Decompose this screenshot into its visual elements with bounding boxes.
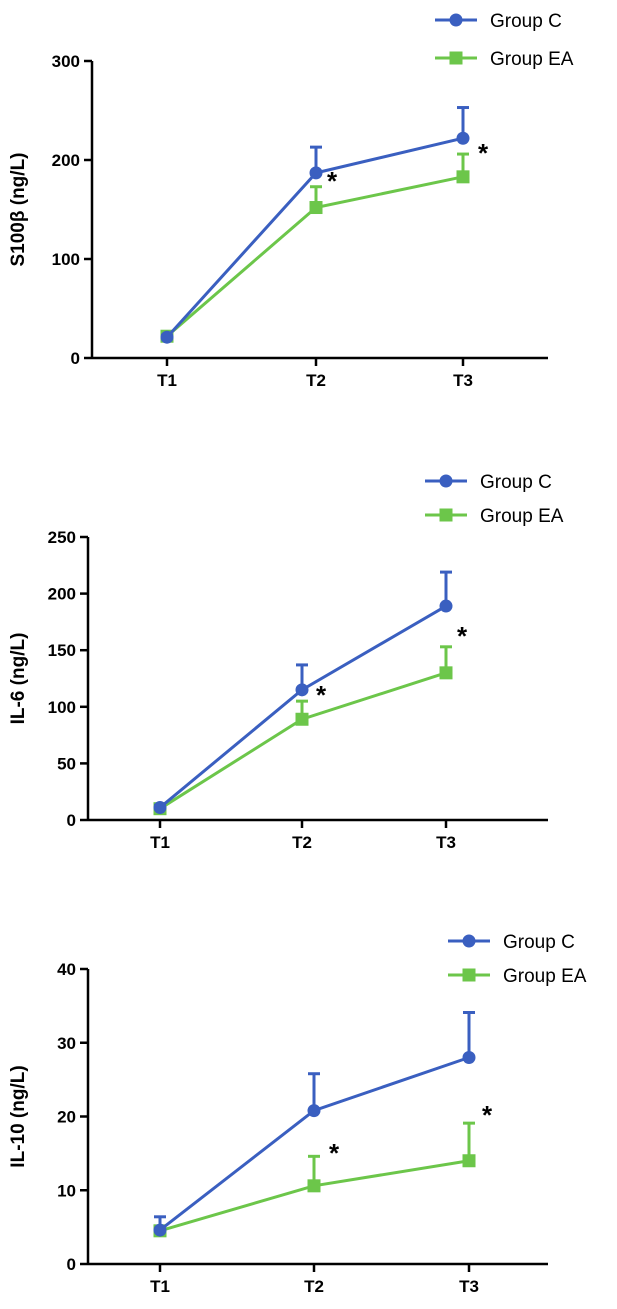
y-tick-label: 30 bbox=[57, 1034, 76, 1053]
x-tick-label: T3 bbox=[459, 1277, 479, 1296]
data-point bbox=[295, 712, 309, 726]
data-point bbox=[153, 1223, 167, 1237]
data-point bbox=[456, 170, 470, 184]
legend-marker bbox=[439, 474, 453, 488]
y-tick-label: 200 bbox=[48, 585, 76, 604]
y-tick-label: 40 bbox=[57, 960, 76, 979]
series-group-ea bbox=[153, 1121, 476, 1238]
y-tick-label: 50 bbox=[57, 754, 76, 773]
legend-label: Group C bbox=[490, 11, 562, 32]
data-point bbox=[309, 201, 323, 215]
legend-marker bbox=[449, 51, 463, 65]
data-point bbox=[462, 1154, 476, 1168]
data-point bbox=[160, 330, 174, 344]
legend: Group C Group EA bbox=[435, 11, 574, 70]
x-tick-label: T2 bbox=[292, 833, 312, 852]
y-tick-label: 0 bbox=[71, 349, 80, 368]
x-tick-label: T2 bbox=[304, 1277, 324, 1296]
significance-star: * bbox=[327, 166, 338, 196]
significance-star: * bbox=[482, 1100, 493, 1130]
chart-panel-2: 0 50 100 150 200 250 T1 T2 T3 IL-6 (ng/L) * * Group … bbox=[8, 472, 564, 852]
y-tick-label: 300 bbox=[52, 52, 80, 71]
significance-star: * bbox=[457, 621, 468, 651]
legend-marker bbox=[439, 508, 453, 522]
x-tick-label: T2 bbox=[306, 371, 326, 390]
series-group-ea bbox=[160, 152, 470, 343]
data-point bbox=[153, 801, 167, 815]
significance-star: * bbox=[316, 680, 327, 710]
y-tick-label: 250 bbox=[48, 528, 76, 547]
y-tick-label: 20 bbox=[57, 1108, 76, 1127]
legend: Group C Group EA bbox=[425, 472, 564, 527]
legend-item-group-ea: Group EA bbox=[448, 966, 587, 987]
series-group-c bbox=[153, 1011, 476, 1237]
data-point bbox=[309, 166, 323, 180]
legend-item-group-ea: Group EA bbox=[425, 506, 564, 527]
y-axis-label: IL-10 (ng/L) bbox=[8, 1065, 29, 1167]
legend-label: Group C bbox=[503, 932, 575, 953]
x-tick-label: T1 bbox=[157, 371, 177, 390]
data-point bbox=[439, 666, 453, 680]
y-axis-label: S100β (ng/L) bbox=[8, 153, 29, 267]
y-tick-label: 0 bbox=[67, 1255, 76, 1274]
legend-item-group-c: Group C bbox=[435, 11, 562, 32]
legend-label: Group EA bbox=[490, 49, 574, 70]
data-point bbox=[307, 1179, 321, 1193]
significance-star: * bbox=[478, 138, 489, 168]
legend-item-group-c: Group C bbox=[425, 472, 552, 493]
y-tick-label: 0 bbox=[67, 811, 76, 830]
y-axis-label: IL-6 (ng/L) bbox=[8, 633, 29, 725]
y-tick-label: 150 bbox=[48, 641, 76, 660]
data-point bbox=[439, 599, 453, 613]
data-point bbox=[456, 131, 470, 145]
legend-label: Group C bbox=[480, 472, 552, 493]
x-tick-label: T1 bbox=[150, 1277, 170, 1296]
legend-marker bbox=[449, 13, 463, 27]
legend-label: Group EA bbox=[480, 506, 564, 527]
series-group-c bbox=[153, 570, 453, 815]
y-tick-label: 100 bbox=[52, 250, 80, 269]
series-group-c bbox=[160, 106, 470, 344]
legend-label: Group EA bbox=[503, 966, 587, 987]
legend-marker bbox=[462, 934, 476, 948]
x-tick-label: T1 bbox=[150, 833, 170, 852]
x-tick-label: T3 bbox=[453, 371, 473, 390]
legend-item-group-c: Group C bbox=[448, 932, 575, 953]
significance-star: * bbox=[329, 1138, 340, 1168]
data-point bbox=[295, 683, 309, 697]
data-point bbox=[462, 1051, 476, 1064]
x-tick-label: T3 bbox=[436, 833, 456, 852]
y-tick-label: 10 bbox=[57, 1181, 76, 1200]
y-tick-label: 200 bbox=[52, 151, 80, 170]
y-tick-label: 100 bbox=[48, 698, 76, 717]
legend: Group C Group EA bbox=[448, 932, 587, 987]
data-point bbox=[307, 1104, 321, 1118]
legend-item-group-ea: Group EA bbox=[435, 49, 574, 70]
legend-marker bbox=[462, 968, 476, 982]
